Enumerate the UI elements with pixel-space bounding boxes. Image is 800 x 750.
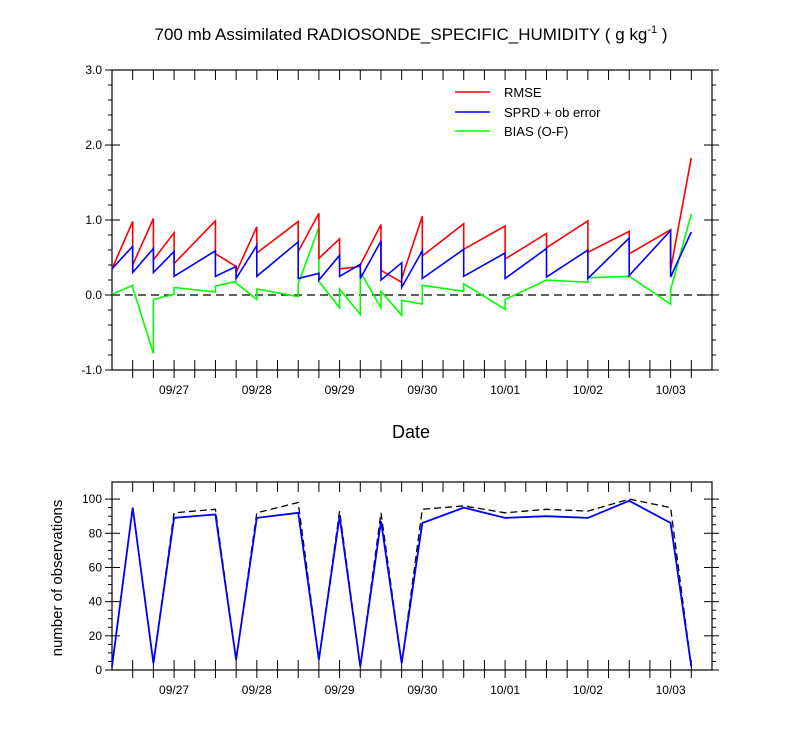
x-tick-label: 09/30: [407, 683, 437, 697]
x-tick-label: 10/01: [490, 383, 520, 397]
y-axis-label-observations: number of observations: [49, 500, 66, 657]
x-tick-label: 09/28: [242, 683, 272, 697]
x-tick-label: 09/27: [159, 383, 189, 397]
x-tick-label: 09/27: [159, 683, 189, 697]
bottom-plot: 09/27 09/28 09/29 09/30 10/01 10/02 10/03 0 20 40…: [82, 481, 719, 697]
chart-title: 700 mb Assimilated RADIOSONDE_SPECIFIC_H…: [155, 24, 668, 44]
legend: RMSE SPRD + ob error BIAS (O-F): [455, 85, 601, 139]
x-tick-label: 10/03: [656, 683, 686, 697]
y-tick-label: 60: [89, 560, 103, 574]
x-tick-label: 10/02: [573, 683, 603, 697]
y-tick-label: 2.0: [85, 138, 102, 152]
series-line-possible: [111, 498, 692, 667]
x-tick-label: 10/01: [490, 683, 520, 697]
y-tick-label: 20: [89, 629, 103, 643]
y-tick-label: 3.0: [85, 63, 102, 77]
series-line-bias-o-f: [111, 213, 693, 354]
y-tick-label: 100: [82, 492, 102, 506]
series-line-assimilated: [111, 499, 693, 667]
y-tick-label: 1.0: [85, 213, 102, 227]
legend-label-bias: BIAS (O-F): [504, 124, 568, 139]
x-axis-label: Date: [392, 422, 430, 442]
x-tick-label: 09/29: [325, 683, 355, 697]
top-plot: 09/27 09/28 09/29 09/30 10/01 10/02 10/03 -1.0 0…: [81, 63, 719, 397]
legend-label-rmse: RMSE: [504, 85, 542, 100]
y-tick-label: -1.0: [81, 363, 102, 377]
legend-label-sprd: SPRD + ob error: [504, 105, 601, 120]
x-tick-label: 09/28: [242, 383, 272, 397]
x-tick-label: 09/30: [407, 383, 437, 397]
plot-frame: [111, 69, 713, 371]
y-tick-label: 0.0: [85, 288, 102, 302]
series-line-sprd-ob-error: [111, 228, 693, 291]
y-tick-label: 80: [89, 526, 103, 540]
y-tick-label: 0: [95, 663, 102, 677]
x-tick-label: 10/03: [656, 383, 686, 397]
x-tick-label: 09/29: [325, 383, 355, 397]
y-tick-label: 40: [89, 595, 103, 609]
x-tick-label: 10/02: [573, 383, 603, 397]
